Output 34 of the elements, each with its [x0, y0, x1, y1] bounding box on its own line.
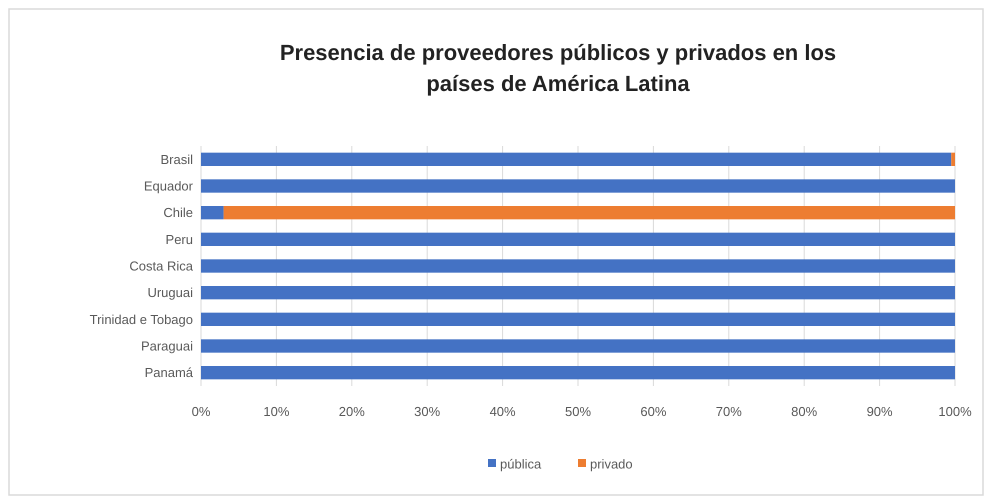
- bar: [201, 259, 955, 273]
- legend-label: privado: [590, 456, 633, 472]
- x-tick-label: 70%: [716, 404, 742, 419]
- y-tick-label: Panamá: [144, 365, 194, 380]
- y-tick-label: Brasil: [160, 152, 194, 167]
- y-tick-label: Trinidad e Tobago: [90, 312, 193, 327]
- bar: [201, 152, 952, 166]
- y-tick-label: Paraguai: [140, 338, 194, 354]
- bar: [951, 152, 955, 166]
- y-tick-label: Peru: [166, 232, 193, 247]
- y-tick-label: Uruguai: [147, 285, 194, 300]
- bar: [201, 232, 955, 246]
- bar: [201, 286, 955, 300]
- bar: [201, 339, 955, 353]
- x-tick-label: 60%: [640, 404, 667, 419]
- y-tick-label: Chile: [163, 205, 193, 220]
- x-tick-label: 100%: [938, 404, 972, 419]
- y-tick-label: Costa Rica: [129, 258, 194, 274]
- bar: [201, 206, 224, 220]
- x-tick-label: 40%: [490, 404, 516, 419]
- x-tick-label: 80%: [791, 404, 818, 419]
- chart-title: Presencia de proveedores públicos y privados en los países de América Latina: [280, 40, 836, 96]
- bar: [224, 206, 955, 220]
- x-tick-label: 50%: [564, 404, 592, 419]
- bar: [201, 179, 955, 193]
- legend-label: pública: [500, 456, 542, 472]
- y-tick-label: Equador: [144, 178, 194, 194]
- x-tick-label: 20%: [338, 404, 366, 419]
- x-tick-label: 90%: [866, 404, 894, 419]
- bar: [201, 366, 955, 380]
- x-tick-label: 30%: [414, 404, 441, 419]
- x-tick-label: 0%: [192, 404, 211, 419]
- x-tick-label: 10%: [263, 404, 290, 419]
- bar: [201, 312, 955, 326]
